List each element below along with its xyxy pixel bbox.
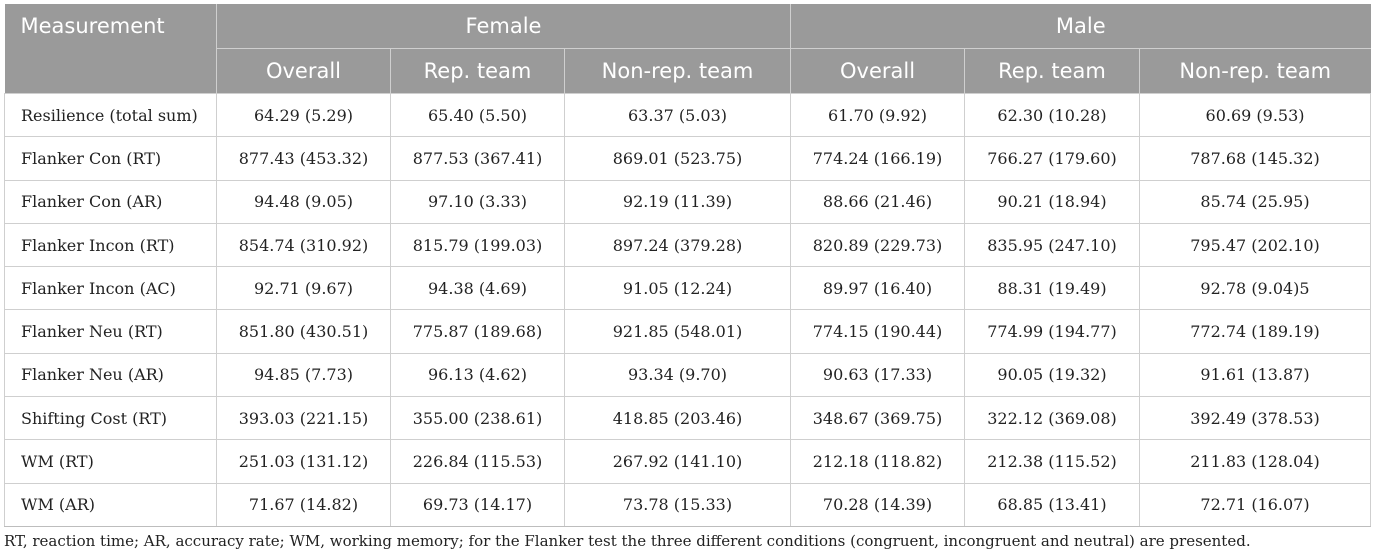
header-group-female: Female <box>215 4 791 49</box>
table-cell: 90.63 (17.33) <box>790 352 966 398</box>
table-cell: 61.70 (9.92) <box>790 92 966 138</box>
table-cell: 71.67 (14.82) <box>216 482 391 527</box>
table-cell: 835.95 (247.10) <box>964 222 1141 268</box>
table-cell: 854.74 (310.92) <box>216 222 391 268</box>
header-measurement: Measurement <box>4 4 217 94</box>
table-cell: 91.61 (13.87) <box>1139 352 1372 398</box>
table-cell: 94.48 (9.05) <box>216 179 391 224</box>
row-label: WM (AR) <box>4 482 217 527</box>
table-cell: 418.85 (203.46) <box>563 396 792 441</box>
table-cell: 787.68 (145.32) <box>1139 136 1372 181</box>
table-cell: 96.13 (4.62) <box>390 352 565 398</box>
table-cell: 62.30 (10.28) <box>964 92 1141 138</box>
table-cell: 877.43 (453.32) <box>216 136 391 181</box>
row-label: WM (RT) <box>4 439 217 484</box>
header-male-overall: Overall <box>790 48 965 94</box>
table-cell: 897.24 (379.28) <box>563 222 792 268</box>
table-row: WM (AR) 71.67 (14.82) 69.73 (14.17) 73.78 (… <box>4 482 1372 527</box>
table-cell: 251.03 (131.12) <box>216 439 391 484</box>
header-female-rep-team: Rep. team <box>390 48 565 94</box>
table-cell: 63.37 (5.03) <box>563 92 792 138</box>
table-cell: 90.05 (19.32) <box>964 352 1141 398</box>
table-cell: 212.38 (115.52) <box>964 439 1141 484</box>
table-cell: 774.15 (190.44) <box>790 309 966 354</box>
table-cell: 355.00 (238.61) <box>390 396 565 441</box>
table-cell: 68.85 (13.41) <box>964 482 1141 527</box>
table-cell: 72.71 (16.07) <box>1139 482 1372 527</box>
row-label: Flanker Neu (RT) <box>4 309 217 354</box>
table-cell: 88.31 (19.49) <box>964 266 1141 311</box>
row-label: Shifting Cost (RT) <box>4 396 217 441</box>
header-male-rep-team: Rep. team <box>964 48 1140 94</box>
table-header: Measurement Female Male Overall Rep. tea… <box>4 4 1371 94</box>
table-row: Flanker Neu (AR) 94.85 (7.73) 96.13 (4.62)… <box>4 352 1372 398</box>
table-row: WM (RT) 251.03 (131.12) 226.84 (115.53) 267… <box>4 439 1372 484</box>
table-cell: 88.66 (21.46) <box>790 179 966 224</box>
table-row: Flanker Con (AR) 94.48 (9.05) 97.10 (3.33)… <box>4 179 1372 224</box>
table-cell: 851.80 (430.51) <box>216 309 391 354</box>
table-cell: 766.27 (179.60) <box>964 136 1141 181</box>
table-container: Measurement Female Male Overall Rep. tea… <box>4 4 1372 527</box>
header-female-overall: Overall <box>216 48 391 94</box>
table-cell: 774.24 (166.19) <box>790 136 966 181</box>
table-row: Flanker Incon (RT) 854.74 (310.92) 815.79 … <box>4 222 1372 268</box>
table-cell: 93.34 (9.70) <box>563 352 792 398</box>
row-label: Flanker Con (AR) <box>4 179 217 224</box>
header-female-non-rep-team: Non-rep. team <box>563 48 791 94</box>
table-cell: 89.97 (16.40) <box>790 266 966 311</box>
table-cell: 91.05 (12.24) <box>563 266 792 311</box>
row-label: Flanker Con (RT) <box>4 136 217 181</box>
table-cell: 92.19 (11.39) <box>563 179 792 224</box>
table-cell: 820.89 (229.73) <box>790 222 966 268</box>
table-row: Flanker Incon (AC) 92.71 (9.67) 94.38 (4.6… <box>4 266 1372 311</box>
table-cell: 775.87 (189.68) <box>390 309 565 354</box>
table-cell: 70.28 (14.39) <box>790 482 966 527</box>
table-cell: 73.78 (15.33) <box>563 482 792 527</box>
header-male-non-rep-team: Non-rep. team <box>1139 48 1371 94</box>
table-cell: 267.92 (141.10) <box>563 439 792 484</box>
row-label: Flanker Neu (AR) <box>4 352 217 398</box>
table-cell: 60.69 (9.53) <box>1139 92 1372 138</box>
table-cell: 815.79 (199.03) <box>390 222 565 268</box>
table-cell: 393.03 (221.15) <box>216 396 391 441</box>
table-cell: 65.40 (5.50) <box>390 92 565 138</box>
table-row: Flanker Neu (RT) 851.80 (430.51) 775.87 (1… <box>4 309 1372 354</box>
table-row: Resilience (total sum) 64.29 (5.29) 65.40 … <box>4 92 1372 138</box>
header-group-male: Male <box>790 4 1371 49</box>
table-cell: 64.29 (5.29) <box>216 92 391 138</box>
table-row: Flanker Con (RT) 877.43 (453.32) 877.53 (3… <box>4 136 1372 181</box>
table-cell: 392.49 (378.53) <box>1139 396 1372 441</box>
table-cell: 85.74 (25.95) <box>1139 179 1372 224</box>
table-cell: 97.10 (3.33) <box>390 179 565 224</box>
table-cell: 348.67 (369.75) <box>790 396 966 441</box>
row-label: Resilience (total sum) <box>4 92 217 138</box>
table-cell: 322.12 (369.08) <box>964 396 1141 441</box>
table-cell: 869.01 (523.75) <box>563 136 792 181</box>
table-cell: 921.85 (548.01) <box>563 309 792 354</box>
row-label: Flanker Incon (AC) <box>4 266 217 311</box>
table-cell: 226.84 (115.53) <box>390 439 565 484</box>
table-cell: 774.99 (194.77) <box>964 309 1141 354</box>
table-cell: 94.85 (7.73) <box>216 352 391 398</box>
table-cell: 92.71 (9.67) <box>216 266 391 311</box>
table-footnote: RT, reaction time; AR, accuracy rate; WM… <box>4 532 1251 550</box>
table-cell: 69.73 (14.17) <box>390 482 565 527</box>
table-cell: 795.47 (202.10) <box>1139 222 1372 268</box>
table-cell: 877.53 (367.41) <box>390 136 565 181</box>
table-body: Resilience (total sum) 64.29 (5.29) 65.40 … <box>4 92 1372 527</box>
table-cell: 211.83 (128.04) <box>1139 439 1372 484</box>
table-cell: 772.74 (189.19) <box>1139 309 1372 354</box>
table-row: Shifting Cost (RT) 393.03 (221.15) 355.00 … <box>4 396 1372 441</box>
table-cell: 212.18 (118.82) <box>790 439 966 484</box>
table-cell: 94.38 (4.69) <box>390 266 565 311</box>
measurements-table: Measurement Female Male Overall Rep. tea… <box>4 4 1372 527</box>
table-cell: 92.78 (9.04)5 <box>1139 266 1372 311</box>
row-label: Flanker Incon (RT) <box>4 222 217 268</box>
table-cell: 90.21 (18.94) <box>964 179 1141 224</box>
